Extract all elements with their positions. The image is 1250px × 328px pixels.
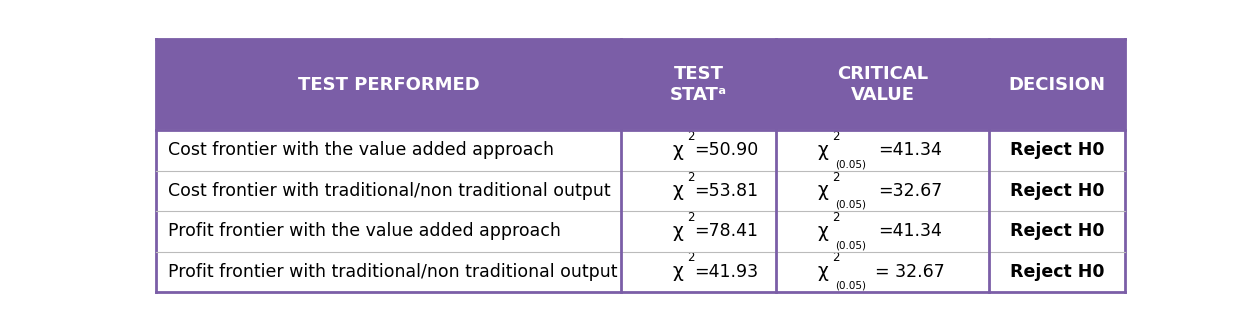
Text: 2: 2 [832, 211, 840, 224]
Text: (0.05): (0.05) [835, 200, 866, 210]
Text: =78.41: =78.41 [694, 222, 758, 240]
Text: =41.93: =41.93 [694, 263, 758, 281]
Text: =41.34: =41.34 [878, 222, 942, 240]
Text: 2: 2 [832, 251, 840, 264]
Text: 2: 2 [688, 171, 695, 183]
Text: Cost frontier with traditional/non traditional output: Cost frontier with traditional/non tradi… [168, 182, 610, 200]
Text: (0.05): (0.05) [835, 281, 866, 291]
Text: χ: χ [818, 222, 828, 241]
Text: χ: χ [818, 141, 828, 160]
Text: = 32.67: = 32.67 [875, 263, 945, 281]
Text: =41.34: =41.34 [878, 141, 942, 159]
Bar [156, 39, 1125, 130]
Text: Reject H0: Reject H0 [1010, 182, 1105, 200]
Text: Reject H0: Reject H0 [1010, 263, 1105, 281]
Text: Profit frontier with traditional/non traditional output: Profit frontier with traditional/non tra… [168, 263, 618, 281]
Text: χ: χ [672, 141, 682, 160]
Text: Cost frontier with the value added approach: Cost frontier with the value added appro… [168, 141, 554, 159]
Text: χ: χ [672, 222, 682, 241]
Text: (0.05): (0.05) [835, 159, 866, 169]
Bar [156, 211, 1125, 252]
Text: 2: 2 [688, 211, 695, 224]
Text: Reject H0: Reject H0 [1010, 222, 1105, 240]
Text: =32.67: =32.67 [878, 182, 942, 200]
Bar [156, 252, 1125, 292]
Text: =50.90: =50.90 [694, 141, 758, 159]
Text: TEST PERFORMED: TEST PERFORMED [298, 76, 480, 94]
Text: (0.05): (0.05) [835, 240, 866, 250]
Text: χ: χ [672, 181, 682, 200]
Text: 2: 2 [832, 171, 840, 183]
Text: =53.81: =53.81 [694, 182, 758, 200]
Text: DECISION: DECISION [1009, 76, 1106, 94]
Text: χ: χ [818, 262, 828, 281]
Text: χ: χ [672, 262, 682, 281]
Text: Reject H0: Reject H0 [1010, 141, 1105, 159]
Text: 2: 2 [832, 130, 840, 143]
Text: 2: 2 [688, 251, 695, 264]
Text: TEST
STATᵃ: TEST STATᵃ [670, 65, 727, 104]
Text: 2: 2 [688, 130, 695, 143]
Text: χ: χ [818, 181, 828, 200]
Text: CRITICAL
VALUE: CRITICAL VALUE [838, 65, 929, 104]
Bar [156, 130, 1125, 171]
Text: Profit frontier with the value added approach: Profit frontier with the value added app… [168, 222, 561, 240]
Bar [156, 171, 1125, 211]
